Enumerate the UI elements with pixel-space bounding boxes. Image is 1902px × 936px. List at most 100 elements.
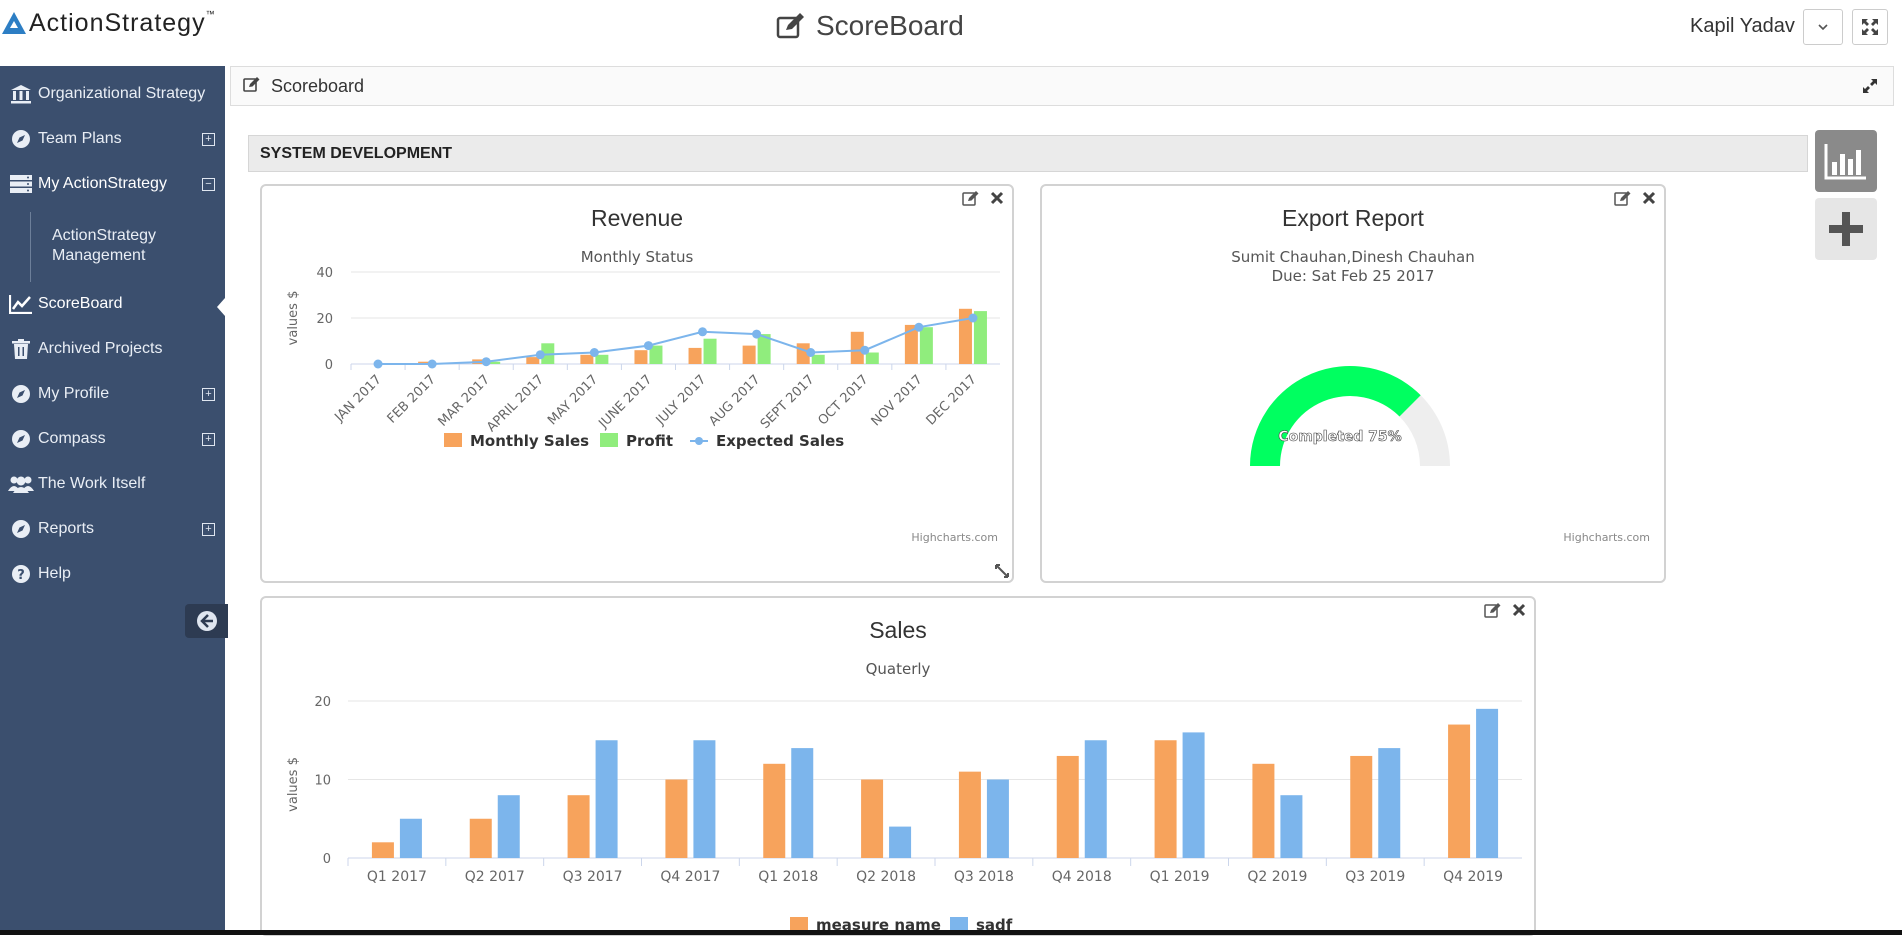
bar-monthly-sales [742,345,756,364]
fullscreen-button[interactable] [1852,9,1888,45]
close-icon[interactable] [1642,191,1656,205]
sidebar-item-team-plans[interactable]: Team Plans + [0,117,225,161]
edit-icon[interactable] [1614,190,1632,206]
app-logo[interactable]: ActionStrategy™ [2,8,216,38]
x-tick-label: AUG 2017 [706,372,763,429]
sidebar-item-scoreboard[interactable]: ScoreBoard [0,282,225,326]
point-expected-sales [698,327,708,337]
logo-triangle-icon [2,12,26,34]
sidebar-item-organizational-strategy[interactable]: Organizational Strategy [0,72,225,116]
expand-icon[interactable]: + [202,432,215,446]
collapse-icon[interactable]: − [202,177,215,191]
bar-profit [703,338,717,364]
bar-profit [865,352,879,364]
x-tick-label: Q2 2019 [1247,869,1307,885]
bar-monthly-sales [958,308,972,364]
bar-profit [595,354,609,364]
bar-profit [811,354,825,364]
bar-measure-name [763,763,786,858]
x-tick-label: JULY 2017 [653,372,710,429]
bank-icon [8,84,34,104]
sidebar-item-reports[interactable]: Reports + [0,507,225,551]
gauge-value-arc [1250,366,1421,466]
line-chart-icon [8,294,34,314]
x-tick-label: Q1 2019 [1150,869,1210,885]
bar-measure-name [371,842,394,858]
legend-symbol-point [695,437,703,445]
sidebar-item-compass[interactable]: Compass + [0,417,225,461]
section-title: SYSTEM DEVELOPMENT [248,135,1808,172]
active-indicator [217,298,225,316]
bar-monthly-sales [904,324,918,364]
sidebar-collapse-button[interactable] [185,604,228,638]
sidebar-item-archived-projects[interactable]: Archived Projects [0,327,225,371]
expand-icon[interactable]: + [202,132,215,146]
bar-monthly-sales [634,350,648,364]
point-expected-sales [589,348,599,357]
bar-profit [649,345,663,364]
bar-monthly-sales [688,347,702,364]
user-name[interactable]: Kapil Yadav [1690,15,1795,37]
legend-label: sadf [976,916,1013,934]
panel-subtitle-due-date: Due: Sat Feb 25 2017 [1271,267,1435,285]
close-icon[interactable] [990,191,1004,205]
compass-icon [8,129,34,149]
y-tick-label: 40 [316,266,333,281]
compass-icon [8,519,34,539]
point-expected-sales [860,345,870,355]
x-tick-label: Q3 2019 [1345,869,1405,885]
x-tick-label: DEC 2017 [924,372,980,428]
legend-symbol [790,917,808,931]
x-tick-label: SEPT 2017 [758,372,818,432]
bar-monthly-sales [850,331,864,364]
gauge-chart: Completed 75% [1250,366,1450,466]
legend-symbol [950,917,968,931]
edit-icon[interactable] [1484,602,1502,618]
users-icon [8,475,34,493]
bar-sadf [1378,748,1401,858]
y-axis-label: values $ [286,757,301,812]
chart-view-button[interactable] [1815,130,1877,192]
resize-handle-icon[interactable] [994,563,1010,579]
sidebar-item-help[interactable]: ? Help [0,552,225,596]
bar-measure-name [1056,755,1079,858]
bar-sadf [986,779,1009,858]
sidebar-item-my-profile[interactable]: My Profile + [0,372,225,416]
sidebar-subitem-actionstrategy-management[interactable]: ActionStrategy Management [52,227,157,264]
close-icon[interactable] [1512,603,1526,617]
x-tick-label: Q3 2017 [563,869,623,885]
svg-text:?: ? [17,568,25,583]
x-tick-label: MAR 2017 [436,372,494,430]
revenue-panel: Revenue Monthly Status 0 20 40 values $ JAN … [260,184,1014,583]
bar-monthly-sales [580,354,594,364]
x-tick-label: MAY 2017 [545,372,601,428]
user-dropdown-button[interactable] [1803,9,1843,45]
y-tick-label: 0 [325,358,333,373]
x-tick-label: NOV 2017 [869,372,926,429]
server-icon [8,175,34,193]
sidebar-item-the-work-itself[interactable]: The Work Itself [0,462,225,506]
sidebar-item-label: ScoreBoard [38,295,123,312]
y-axis-label: values $ [286,291,301,346]
x-tick-label: APRIL 2017 [484,372,547,435]
bar-chart-icon [1824,144,1866,180]
x-tick-label: JUNE 2017 [596,372,656,432]
add-chart-button[interactable] [1815,198,1877,260]
expand-icon[interactable]: + [202,522,215,536]
bar-sadf [1182,732,1205,858]
chart-credits[interactable]: Highcharts.com [911,531,998,544]
y-tick-label: 20 [316,312,333,327]
expand-icon[interactable]: + [202,387,215,401]
legend-label: Profit [626,432,673,450]
top-header: ActionStrategy™ ScoreBoard Kapil Yadav [0,0,1902,66]
x-tick-label: Q3 2018 [954,869,1014,885]
chart-credits[interactable]: Highcharts.com [1563,531,1650,544]
edit-icon[interactable] [962,190,980,206]
sidebar-item-my-actionstrategy[interactable]: My ActionStrategy − [0,162,225,206]
bar-measure-name [861,779,884,858]
expand-icon[interactable] [1861,77,1879,100]
point-expected-sales [914,322,924,332]
point-expected-sales [968,313,978,323]
x-tick-label: FEB 2017 [385,372,439,426]
bar-sadf [1280,795,1303,858]
